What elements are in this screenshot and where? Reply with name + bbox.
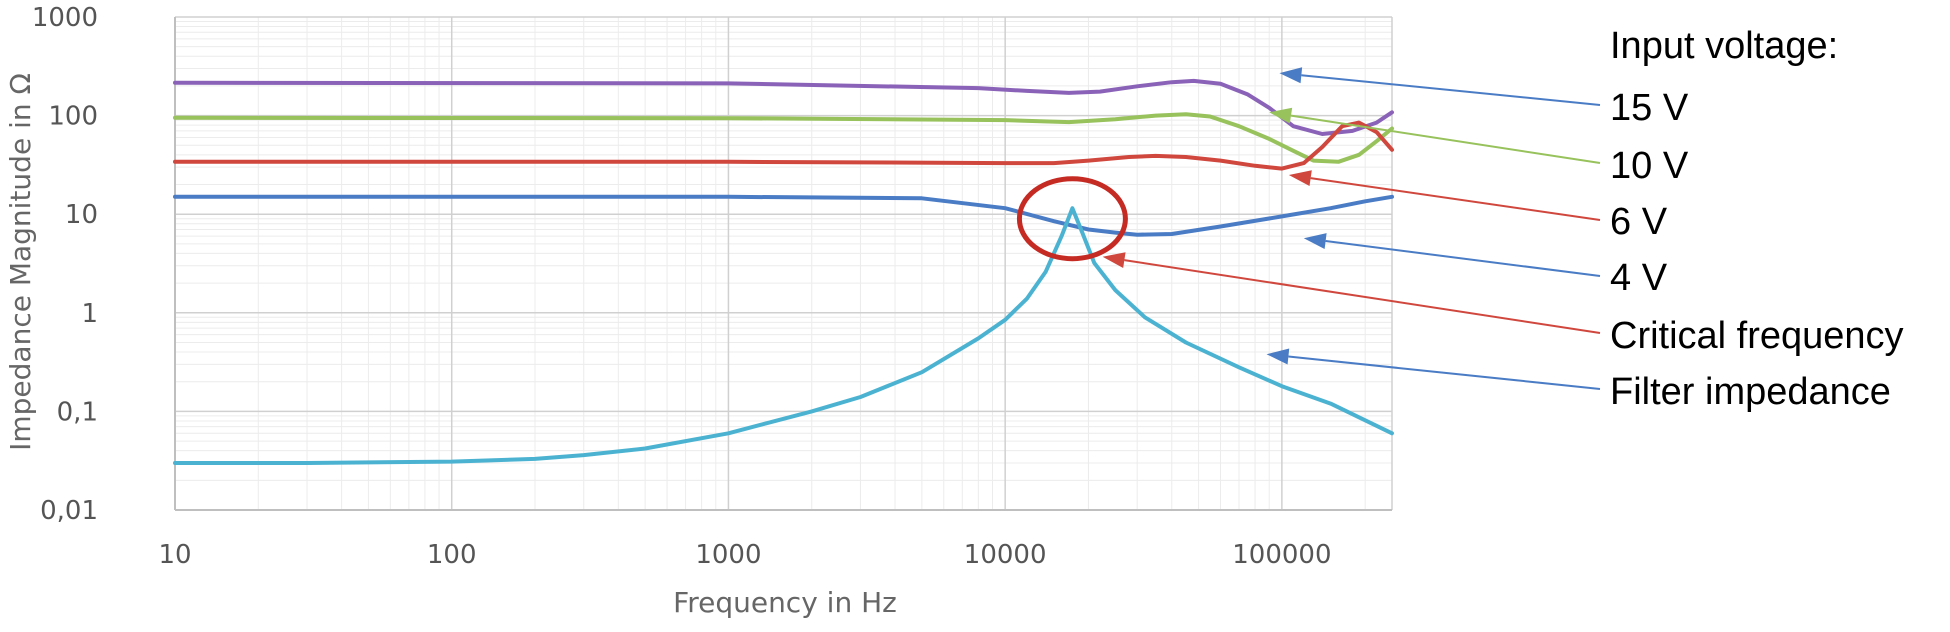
plot-axes — [174, 17, 1392, 511]
legend-entry-critical-frequency: Critical frequency — [1610, 315, 1904, 357]
arrow-15-v-head — [1279, 67, 1303, 84]
x-tick-labels: 10 100 1000 10000 100000 — [158, 540, 1331, 570]
x-axis-title: Frequency in Hz — [673, 586, 897, 619]
y-tick-label: 100 — [48, 102, 98, 132]
legend-entry-10v: 10 V — [1610, 145, 1689, 187]
x-tick-label: 10000 — [964, 540, 1047, 570]
critical-frequency-circle — [1016, 176, 1128, 262]
x-tick-label: 100 — [427, 540, 477, 570]
arrow-filter-impedance — [1288, 355, 1601, 390]
x-tick-label: 10 — [158, 540, 191, 570]
y-axis-title: Impedance Magnitude in Ω — [4, 73, 37, 451]
series-line-10-v — [173, 112, 1394, 164]
y-tick-label: 1 — [81, 299, 98, 329]
legend-entry-filter-impedance: Filter impedance — [1610, 371, 1891, 413]
arrow-15-v — [1301, 74, 1601, 106]
legend-title: Input voltage: — [1610, 25, 1838, 67]
arrow-filter-impedance-head — [1266, 348, 1290, 365]
y-tick-label: 0,1 — [57, 397, 98, 427]
major-gridlines — [174, 16, 1393, 511]
legend-entry-4v: 4 V — [1610, 257, 1668, 299]
x-tick-label: 100000 — [1232, 540, 1331, 570]
arrow-6-v-head — [1288, 170, 1312, 187]
arrow-critical-frequency-head — [1102, 252, 1126, 269]
arrow-4-v — [1325, 240, 1601, 277]
annotations — [1016, 67, 1601, 390]
y-tick-labels: 0,01 0,1 1 10 100 1000 — [32, 3, 98, 526]
series-line-4-v — [173, 194, 1394, 237]
y-tick-label: 1000 — [32, 3, 98, 33]
minor-gridlines — [175, 17, 1392, 510]
x-tick-label: 1000 — [695, 540, 761, 570]
series-lines — [173, 78, 1394, 465]
y-tick-label: 0,01 — [40, 496, 98, 526]
arrow-critical-frequency — [1124, 259, 1601, 334]
arrow-4-v-head — [1303, 233, 1327, 249]
series-line-filter-impedance — [173, 206, 1394, 465]
y-tick-label: 10 — [65, 200, 98, 230]
series-line-15-v — [173, 78, 1394, 136]
legend-entry-6v: 6 V — [1610, 201, 1668, 243]
arrow-6-v — [1310, 177, 1601, 221]
arrow-10-v-head — [1269, 107, 1293, 124]
arrow-10-v — [1290, 114, 1601, 164]
legend: Input voltage: 15 V 10 V 6 V 4 V Critica… — [1610, 25, 1904, 413]
legend-entry-15v: 15 V — [1610, 87, 1689, 129]
